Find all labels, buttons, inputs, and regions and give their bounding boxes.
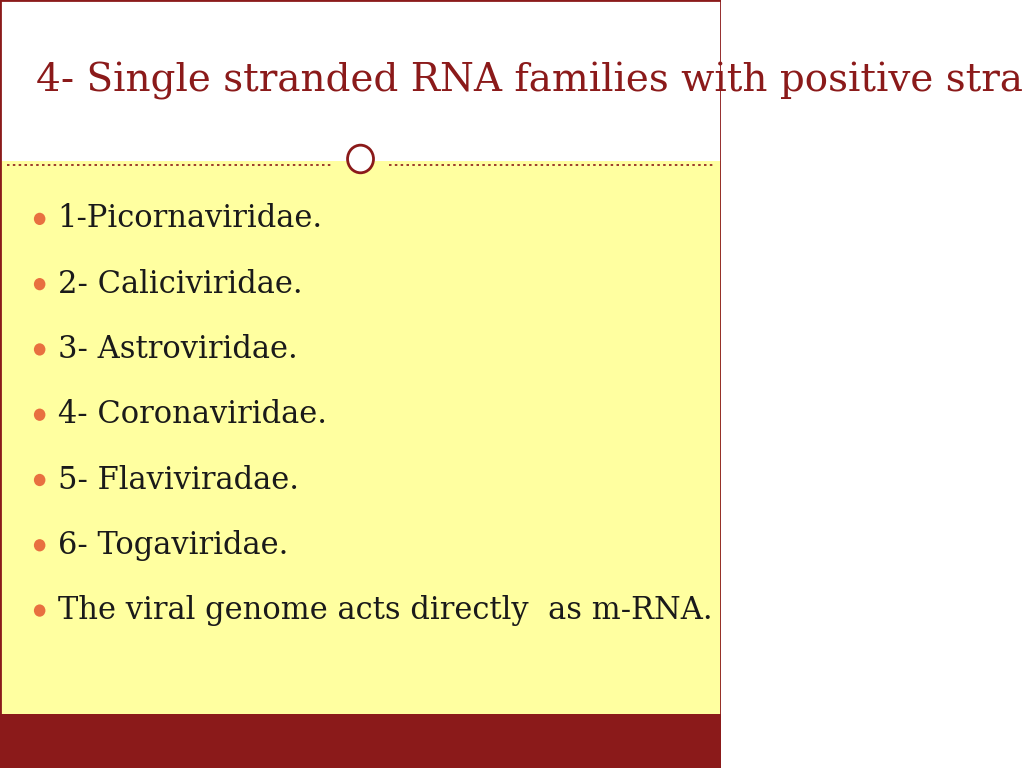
FancyBboxPatch shape <box>0 0 721 161</box>
Circle shape <box>347 145 374 173</box>
Text: 4- Single stranded RNA families with positive strands: 4- Single stranded RNA families with pos… <box>36 61 1024 100</box>
Circle shape <box>34 539 45 551</box>
Text: 2- Caliciviridae.: 2- Caliciviridae. <box>57 269 302 300</box>
Text: 3- Astroviridae.: 3- Astroviridae. <box>57 334 297 365</box>
FancyBboxPatch shape <box>0 714 721 768</box>
Circle shape <box>34 343 45 356</box>
FancyBboxPatch shape <box>0 161 721 714</box>
Text: 1-Picornaviridae.: 1-Picornaviridae. <box>57 204 323 234</box>
Circle shape <box>34 604 45 617</box>
Text: 6- Togaviridae.: 6- Togaviridae. <box>57 530 288 561</box>
Text: The viral genome acts directly  as m-RNA.: The viral genome acts directly as m-RNA. <box>57 595 713 626</box>
Circle shape <box>34 278 45 290</box>
Text: 4- Coronaviridae.: 4- Coronaviridae. <box>57 399 327 430</box>
Circle shape <box>34 474 45 486</box>
Text: 5- Flaviviradae.: 5- Flaviviradae. <box>57 465 299 495</box>
Circle shape <box>34 409 45 421</box>
Circle shape <box>34 213 45 225</box>
